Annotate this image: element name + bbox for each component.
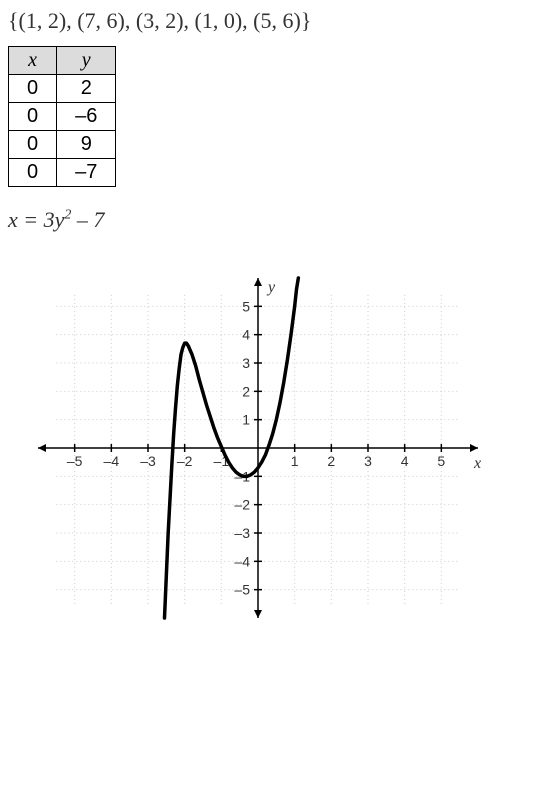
svg-text:1: 1	[242, 412, 250, 428]
svg-text:–5: –5	[67, 453, 83, 469]
table-cell: 0	[9, 75, 57, 103]
table-cell: 2	[57, 75, 116, 103]
table-row: 0–7	[9, 159, 116, 187]
xy-table: x y 020–6090–7	[8, 46, 116, 187]
svg-text:x: x	[473, 455, 481, 472]
svg-text:5: 5	[437, 453, 445, 469]
col-header-y: y	[57, 47, 116, 75]
svg-text:–2: –2	[234, 497, 250, 513]
svg-text:y: y	[266, 279, 276, 296]
svg-text:–4: –4	[104, 453, 120, 469]
chart: –5–4–3–2–112345–5–4–3–2–112345xy	[8, 248, 528, 668]
table-cell: 0	[9, 159, 57, 187]
svg-text:–3: –3	[140, 453, 156, 469]
table-cell: 0	[9, 131, 57, 159]
svg-text:3: 3	[364, 453, 372, 469]
svg-text:5: 5	[242, 298, 250, 314]
eq-exp: 2	[64, 208, 71, 223]
svg-text:1: 1	[291, 453, 299, 469]
table-cell: –6	[57, 103, 116, 131]
svg-text:–3: –3	[234, 525, 250, 541]
eq-coeff: 3	[44, 207, 55, 232]
eq-var: y	[55, 207, 65, 232]
table-cell: 9	[57, 131, 116, 159]
col-header-x: x	[9, 47, 57, 75]
equation: x = 3y2 – 7	[8, 207, 546, 233]
svg-text:–5: –5	[234, 582, 250, 598]
svg-text:–4: –4	[234, 553, 250, 569]
table-row: 02	[9, 75, 116, 103]
eq-lhs: x	[8, 207, 18, 232]
svg-text:2: 2	[242, 383, 250, 399]
chart-svg: –5–4–3–2–112345–5–4–3–2–112345xy	[8, 248, 508, 648]
svg-text:–2: –2	[177, 453, 193, 469]
eq-const: – 7	[77, 207, 105, 232]
eq-equals: =	[23, 207, 43, 232]
table-body: 020–6090–7	[9, 75, 116, 187]
set-notation: {(1, 2), (7, 6), (3, 2), (1, 0), (5, 6)}	[8, 8, 546, 34]
svg-text:2: 2	[327, 453, 335, 469]
svg-text:4: 4	[401, 453, 409, 469]
table-row: 0–6	[9, 103, 116, 131]
svg-text:4: 4	[242, 327, 250, 343]
table-cell: –7	[57, 159, 116, 187]
table-cell: 0	[9, 103, 57, 131]
svg-text:3: 3	[242, 355, 250, 371]
table-row: 09	[9, 131, 116, 159]
